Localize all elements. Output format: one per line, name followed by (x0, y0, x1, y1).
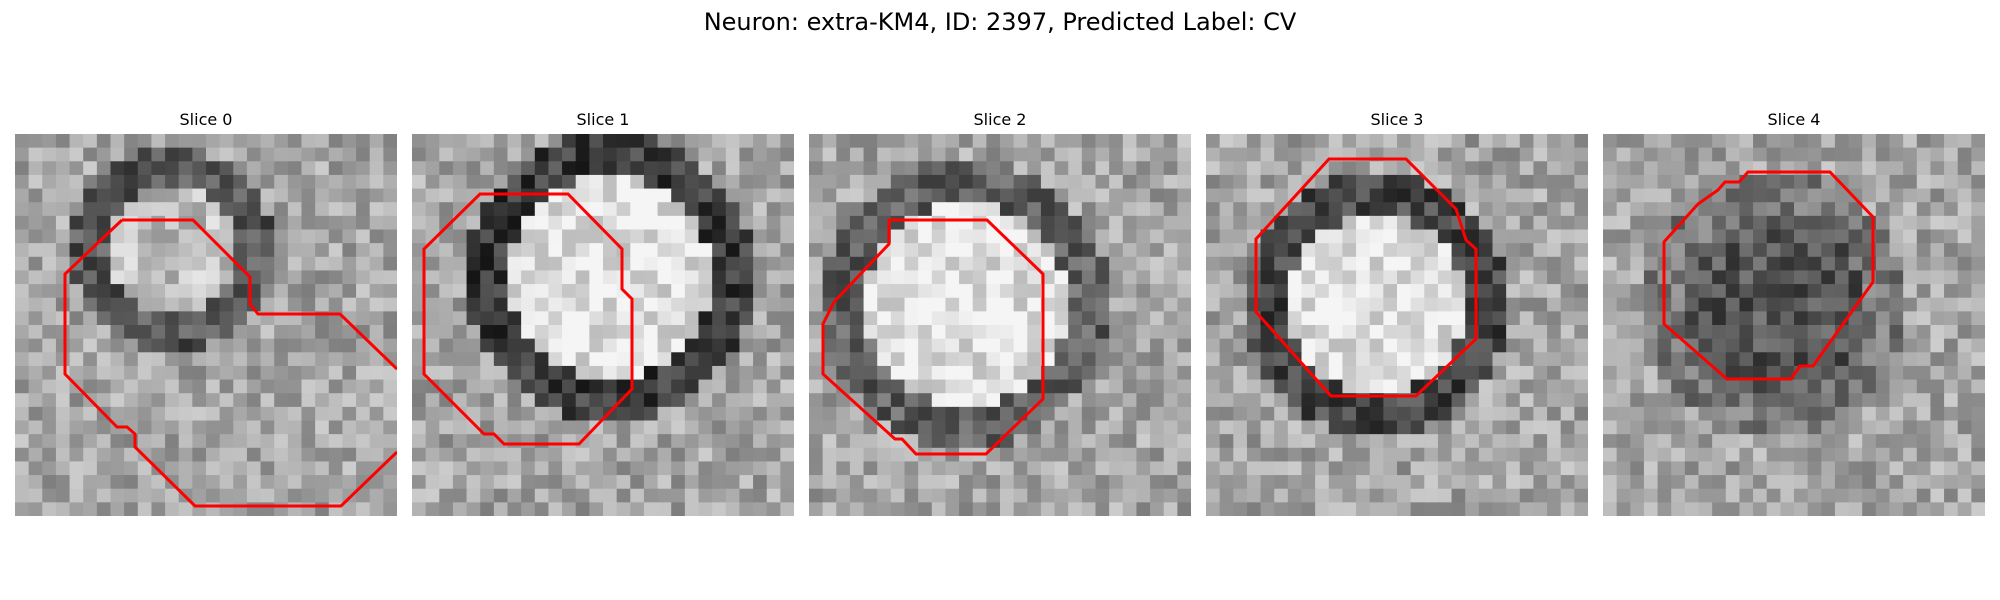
slice-image-0 (15, 134, 397, 516)
slice-svg-1 (412, 134, 794, 516)
slice-image-2 (809, 134, 1191, 516)
slice-title-4: Slice 4 (1767, 110, 1821, 129)
roi-contour-0b (63, 218, 397, 508)
slice-title-0: Slice 0 (179, 110, 233, 129)
slice-panel-1: Slice 1 (412, 110, 794, 516)
slice-title-3: Slice 3 (1370, 110, 1424, 129)
slice-image-3 (1206, 134, 1588, 516)
figure-title: Neuron: extra-KM4, ID: 2397, Predicted L… (703, 8, 1297, 36)
roi-contour-4 (1662, 170, 1875, 381)
roi-contour-3 (1254, 157, 1478, 398)
slice-svg-0 (15, 134, 397, 516)
slice-panel-0: Slice 0 (15, 110, 397, 516)
slice-title-2: Slice 2 (973, 110, 1027, 129)
grayscale-pixels-1 (412, 134, 794, 516)
roi-contour-2 (821, 218, 1045, 456)
grayscale-pixels-4 (1603, 134, 1985, 516)
slice-panel-4: Slice 4 (1603, 110, 1985, 516)
grayscale-pixels-3 (1206, 134, 1588, 516)
slice-svg-2 (809, 134, 1191, 516)
slice-svg-4 (1603, 134, 1985, 516)
slice-panel-3: Slice 3 (1206, 110, 1588, 516)
grayscale-pixels-2 (809, 134, 1191, 516)
roi-contour-0 (122, 218, 397, 371)
slice-svg-3 (1206, 134, 1588, 516)
slice-image-1 (412, 134, 794, 516)
roi-contour-1 (422, 192, 634, 446)
slice-image-4 (1603, 134, 1985, 516)
slice-title-1: Slice 1 (576, 110, 630, 129)
slice-panel-2: Slice 2 (809, 110, 1191, 516)
grayscale-pixels-0 (15, 134, 397, 516)
